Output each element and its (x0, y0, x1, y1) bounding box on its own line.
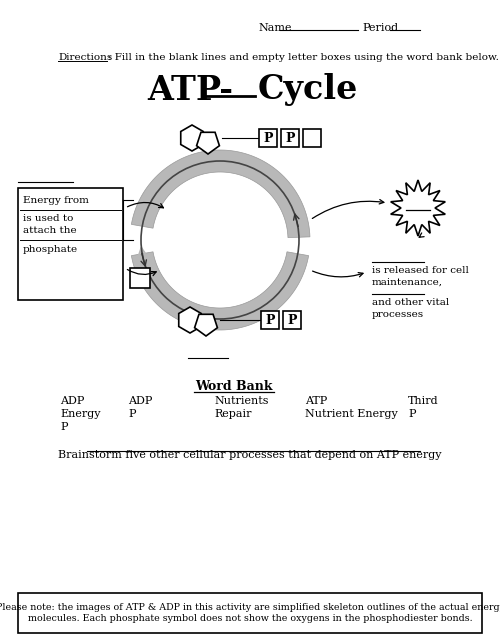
Bar (18, 188, 123, 300)
Polygon shape (132, 252, 308, 330)
Bar (18, 593, 482, 633)
Bar (283, 311, 301, 329)
FancyArrowPatch shape (294, 214, 299, 226)
Bar (303, 129, 321, 147)
Polygon shape (178, 307, 202, 333)
Text: ADP: ADP (128, 396, 152, 406)
Text: P: P (60, 422, 68, 432)
Text: Please note: the images of ATP & ADP in this activity are simplified skeleton ou: Please note: the images of ATP & ADP in … (0, 604, 500, 623)
Text: ATP: ATP (305, 396, 327, 406)
Text: P: P (263, 131, 273, 144)
Text: Repair: Repair (214, 409, 252, 419)
Text: P: P (128, 409, 136, 419)
Polygon shape (180, 125, 204, 151)
Text: Energy: Energy (60, 409, 100, 419)
Text: P: P (265, 313, 275, 327)
Text: and other vital: and other vital (372, 298, 449, 307)
Text: Energy from: Energy from (23, 196, 89, 205)
Text: Nutrients: Nutrients (214, 396, 268, 406)
Text: P: P (287, 313, 297, 327)
Bar (281, 129, 299, 147)
Text: P: P (285, 131, 295, 144)
Text: ATP-: ATP- (147, 73, 233, 107)
Bar (259, 129, 277, 147)
Text: Directions: Directions (58, 54, 112, 63)
Text: Name: Name (258, 23, 292, 33)
Bar (261, 311, 279, 329)
Text: processes: processes (372, 310, 424, 319)
FancyArrowPatch shape (294, 229, 302, 237)
Text: ADP: ADP (60, 396, 84, 406)
Polygon shape (196, 132, 220, 154)
Text: : Fill in the blank lines and empty letter boxes using the word bank below.: : Fill in the blank lines and empty lett… (108, 54, 499, 63)
Text: Cycle: Cycle (258, 73, 358, 107)
Text: is used to: is used to (23, 214, 74, 223)
Text: Period: Period (362, 23, 398, 33)
FancyArrowPatch shape (138, 248, 146, 256)
Polygon shape (194, 315, 218, 336)
Circle shape (153, 173, 287, 307)
Text: phosphate: phosphate (23, 245, 78, 254)
Text: attach the: attach the (23, 226, 76, 235)
Text: Word Bank: Word Bank (195, 380, 273, 393)
Text: maintenance,: maintenance, (372, 278, 443, 287)
Text: Third: Third (408, 396, 438, 406)
Text: Nutrient Energy: Nutrient Energy (305, 409, 398, 419)
Text: is released for cell: is released for cell (372, 266, 469, 275)
FancyArrowPatch shape (141, 253, 146, 266)
Polygon shape (390, 180, 446, 236)
Text: Brainstorm five other cellular processes that depend on ATP energy: Brainstorm five other cellular processes… (58, 450, 442, 460)
Bar (130, 268, 150, 288)
Text: P: P (408, 409, 416, 419)
Polygon shape (132, 150, 310, 237)
